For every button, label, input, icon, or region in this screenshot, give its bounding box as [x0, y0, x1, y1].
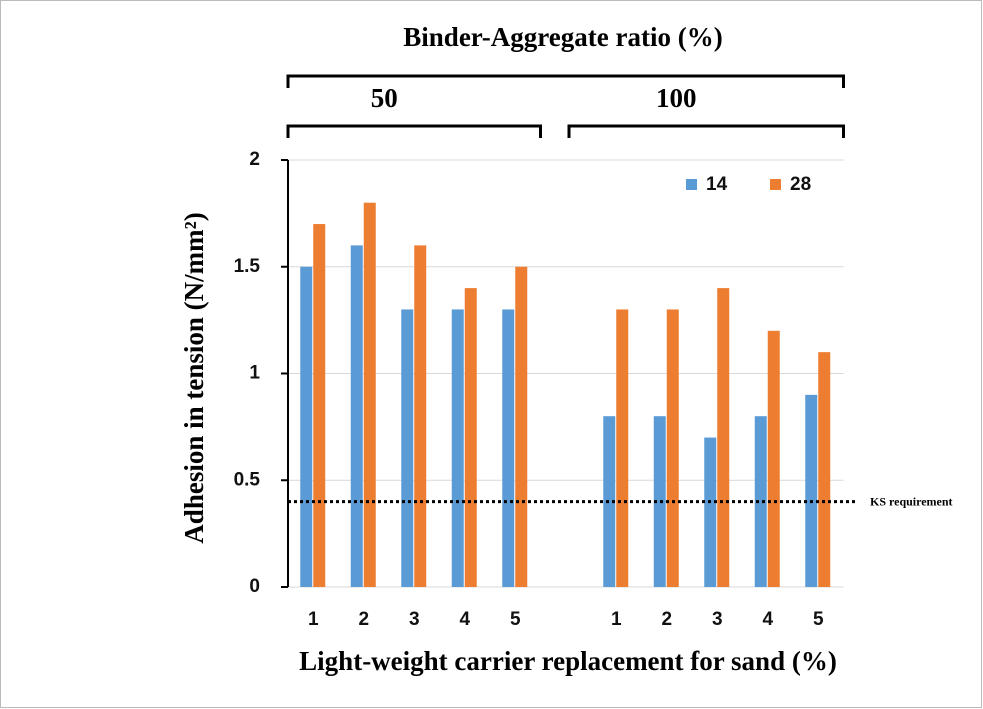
legend-swatch [770, 179, 781, 190]
bar [313, 224, 326, 588]
bar [350, 245, 363, 587]
y-tick-label: 2 [249, 149, 260, 170]
x-tick-label: 2 [661, 609, 672, 630]
y-tick-label: 0 [249, 576, 260, 597]
bar [754, 416, 767, 587]
bar [603, 416, 616, 587]
bar [502, 309, 515, 587]
bar [401, 309, 414, 587]
bar [300, 266, 313, 587]
x-tick-label: 3 [409, 609, 420, 630]
y-tick-label: 0.5 [234, 469, 261, 490]
y-tick-label: 1 [249, 363, 260, 384]
bar [464, 288, 477, 587]
bar [717, 288, 730, 587]
bar [616, 309, 629, 587]
x-tick-label: 1 [611, 609, 622, 630]
bar [653, 416, 666, 587]
y-tick-label: 1.5 [234, 256, 261, 277]
bar [704, 437, 717, 587]
bar [666, 309, 679, 587]
bar [515, 266, 528, 587]
bar [363, 202, 376, 587]
reference-label: KS requirement [870, 494, 953, 508]
bar [818, 352, 831, 587]
x-tick-label: 2 [358, 609, 369, 630]
bar [451, 309, 464, 587]
bracket [567, 124, 845, 138]
chart-title: Binder-Aggregate ratio (%) [403, 22, 722, 52]
x-tick-label: 4 [762, 609, 773, 630]
bracket [286, 124, 542, 138]
x-tick-label: 5 [813, 609, 824, 630]
bracket [286, 74, 845, 88]
group-label: 100 [656, 83, 697, 113]
x-tick-label: 4 [459, 609, 470, 630]
x-tick-label: 5 [510, 609, 521, 630]
legend-swatch [686, 179, 697, 190]
bar [805, 394, 818, 587]
x-tick-label: 3 [712, 609, 723, 630]
bar [767, 330, 780, 587]
legend-label: 14 [706, 174, 728, 195]
x-axis-label: Light-weight carrier replacement for san… [299, 646, 837, 676]
group-label: 50 [371, 83, 398, 113]
bar [414, 245, 427, 587]
x-tick-label: 1 [308, 609, 319, 630]
y-axis-label: Adhesion in tension (N/mm²) [179, 212, 209, 543]
legend-label: 28 [790, 174, 811, 195]
